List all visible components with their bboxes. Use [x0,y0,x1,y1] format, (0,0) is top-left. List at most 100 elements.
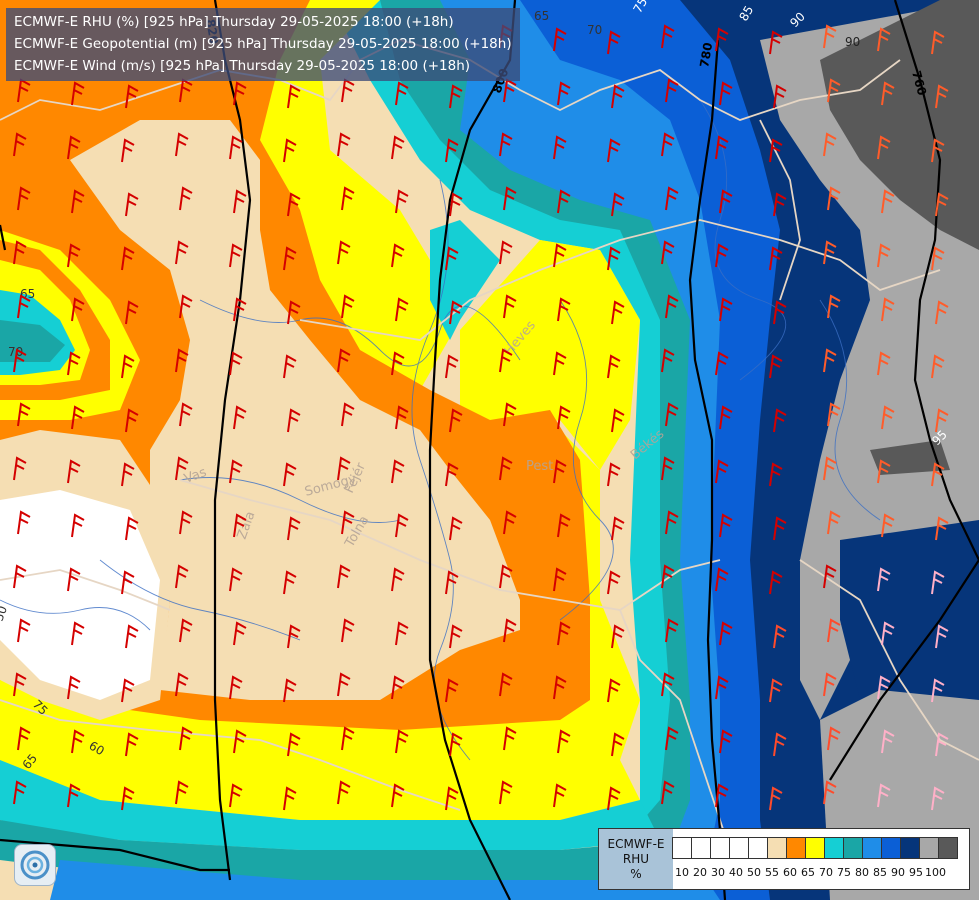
wind-barb-icon [67,351,81,376]
geopotential-label: 780 [697,41,715,68]
legend-tick: 60 [783,866,797,879]
wind-barb-icon [553,135,567,160]
wind-barb-icon [499,456,513,481]
wind-barb-icon [827,510,841,535]
rhu-label: 70 [8,345,23,359]
wind-barb-icon [557,405,571,430]
wind-barb-icon [449,408,463,433]
wind-barb-icon [661,132,675,157]
wind-barb-icon [233,513,247,538]
wind-barb-icon [499,348,513,373]
wind-barb-icon [175,780,189,805]
wind-barb-icon [391,351,405,376]
wind-barb-icon [449,516,463,541]
wind-barb-icon [13,564,27,589]
legend-tick: 75 [837,866,851,879]
wind-barb-icon [67,783,81,808]
wind-barb-icon [121,462,135,487]
rhu-label: 60 [87,738,107,758]
legend-swatch [748,837,768,859]
wind-barb-icon [71,621,85,646]
wind-barb-icon [661,564,675,589]
wind-barb-icon [341,294,355,319]
legend-tick: 65 [801,866,815,879]
wind-barb-icon [233,405,247,430]
wind-barb-icon [391,135,405,160]
wind-barb-icon [283,462,297,487]
legend-swatch [881,837,901,859]
wind-barb-icon [233,729,247,754]
wind-barb-icon [287,192,301,217]
wind-barb-icon [287,300,301,325]
legend-tick: 20 [693,866,707,879]
wind-barb-icon [13,132,27,157]
legend-model: ECMWF-E [607,837,665,851]
wind-barb-icon [445,570,459,595]
wind-barb-icon [395,297,409,322]
place-label: Pest [526,459,553,474]
wind-barb-icon [877,675,891,700]
wind-barb-icon [665,186,679,211]
wind-barb-icon [337,132,351,157]
map-title-box: ECMWF-E RHU (%) [925 hPa] Thursday 29-05… [6,8,520,81]
wind-barb-icon [395,729,409,754]
wind-barb-icon [175,672,189,697]
wind-barb-icon [283,246,297,271]
wind-barb-icon [823,780,837,805]
wind-barb-icon [665,294,679,319]
legend-swatches [672,837,958,859]
wind-barb-icon [719,405,733,430]
wind-barb-icon [449,84,463,109]
wind-barb-icon [337,456,351,481]
wind-barb-icon [287,516,301,541]
wind-barb-icon [773,408,787,433]
wind-barb-icon [121,246,135,271]
wind-barb-icon [179,510,193,535]
wind-barb-icon [823,564,837,589]
wind-barb-icon [445,354,459,379]
wind-barb-icon [499,564,513,589]
wind-barb-icon [67,459,81,484]
legend-swatch [900,837,920,859]
wind-barb-icon [445,678,459,703]
wind-barb-icon [823,24,837,49]
wind-barb-icon [877,243,891,268]
wind-barb-icon [337,672,351,697]
wind-barb-icon [17,402,31,427]
wind-barb-icon [607,138,621,163]
rhu-label: 70 [587,23,602,37]
wind-barb-icon [391,783,405,808]
legend-tick: 80 [855,866,869,879]
wind-barb-icon [287,624,301,649]
wind-barb-icon [503,726,517,751]
legend-swatch [824,837,844,859]
wind-barb-icon [341,78,355,103]
wind-barb-icon [121,354,135,379]
wind-barb-icon [557,81,571,106]
wind-barb-icon [773,84,787,109]
wind-barb-icon [877,351,891,376]
wind-barb-icon [715,567,729,592]
wind-barb-icon [445,786,459,811]
wind-barb-icon [935,732,949,757]
wind-barb-icon [503,402,517,427]
wind-barb-icon [17,186,31,211]
wind-barb-icon [67,567,81,592]
wind-barb-icon [769,138,783,163]
wind-barb-icon [17,294,31,319]
wind-barb-icon [877,567,891,592]
wind-barb-icon [715,783,729,808]
legend-swatch [710,837,730,859]
legend-variable: RHU [622,852,650,866]
legend-swatch [862,837,882,859]
wind-barb-icon [823,132,837,157]
legend-swatch [919,837,939,859]
wind-barb-icon [175,456,189,481]
band-yellow-south [0,680,640,820]
wind-barb-icon [881,189,895,214]
wind-barb-icon [67,675,81,700]
legend-tick: 10 [675,866,689,879]
legend-swatch [938,837,958,859]
wind-barb-icon [449,192,463,217]
